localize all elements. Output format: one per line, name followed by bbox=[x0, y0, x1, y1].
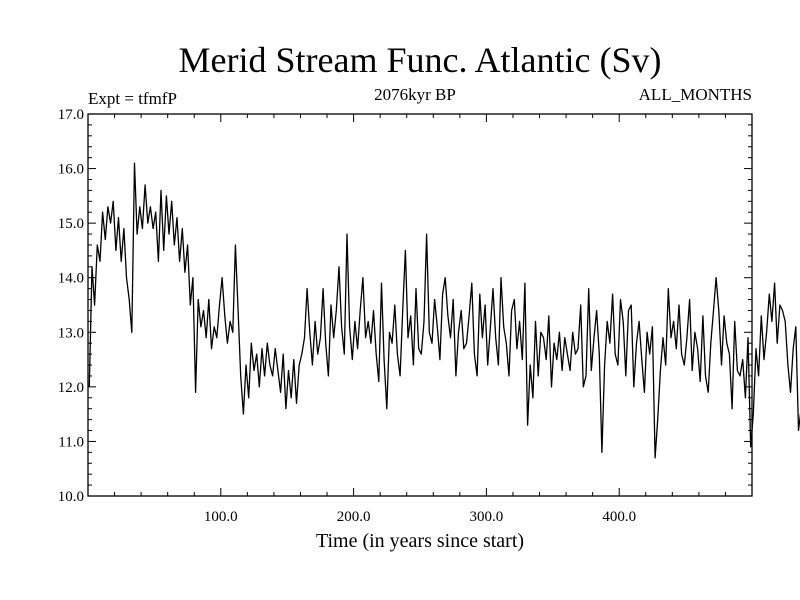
y-tick-label: 15.0 bbox=[58, 216, 84, 232]
x-tick-label: 100.0 bbox=[204, 509, 238, 525]
months-label: ALL_MONTHS bbox=[639, 85, 752, 104]
y-tick-label: 16.0 bbox=[58, 162, 84, 178]
experiment-label: Expt = tfmfP bbox=[88, 89, 177, 108]
x-axis-label: Time (in years since start) bbox=[316, 530, 524, 552]
y-tick-label: 13.0 bbox=[58, 325, 84, 341]
y-tick-label: 14.0 bbox=[58, 271, 84, 287]
series-line bbox=[88, 162, 800, 459]
y-tick-label: 17.0 bbox=[58, 107, 84, 123]
chart-title: Merid Stream Func. Atlantic (Sv) bbox=[179, 40, 662, 80]
x-tick-label: 400.0 bbox=[602, 509, 636, 525]
x-tick-label: 300.0 bbox=[470, 509, 504, 525]
axis-tick-labels: 10.0 11.0 12.0 13.0 14.0 15.0 16.0 17.0 100.0 200… bbox=[58, 107, 636, 525]
plot-frame bbox=[87, 113, 753, 497]
chart-subtitle: 2076kyr BP bbox=[374, 85, 456, 104]
y-tick-label: 12.0 bbox=[58, 380, 84, 396]
y-tick-label: 11.0 bbox=[58, 434, 84, 450]
x-tick-label: 200.0 bbox=[337, 509, 371, 525]
y-tick-label: 10.0 bbox=[58, 489, 84, 505]
